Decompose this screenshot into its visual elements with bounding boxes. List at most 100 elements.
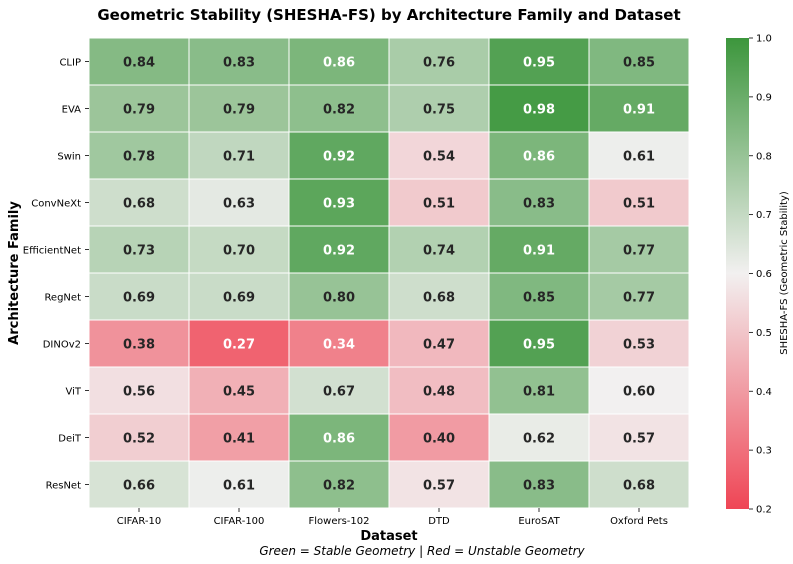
y-axis-ticks: CLIP EVA Swin ConvNeXt EfficientNet RegNet DIN… (23, 58, 89, 492)
heatmap-cell (188, 131, 290, 180)
cell-value-label: 0.61 (623, 150, 655, 165)
cell-value-label: 0.95 (523, 56, 555, 71)
heatmap-cell (588, 131, 690, 180)
cell-value-label: 0.93 (323, 197, 355, 212)
heatmap-cell (388, 225, 490, 274)
heatmap-cell (488, 225, 590, 274)
x-tick-label: Flowers-102 (309, 516, 370, 527)
y-tick-label: ResNet (46, 481, 81, 492)
cell-value-label: 0.51 (423, 197, 455, 212)
cell-value-label: 0.85 (523, 291, 555, 306)
heatmap-cell (388, 319, 490, 368)
cell-value-label: 0.45 (223, 385, 255, 400)
heatmap-cell (88, 413, 190, 462)
y-tick-label: DeiT (58, 434, 82, 445)
heatmap-cell (588, 366, 690, 415)
heatmap-cell (88, 366, 190, 415)
cell-value-label: 0.69 (223, 291, 255, 306)
cell-value-label: 0.85 (623, 56, 655, 71)
cell-value-label: 0.74 (423, 244, 455, 259)
heatmap-cell (88, 37, 190, 86)
y-tick-label: EfficientNet (23, 246, 81, 257)
cell-value-label: 0.78 (123, 150, 155, 165)
cell-value-label: 0.40 (423, 432, 455, 447)
cell-value-label: 0.79 (123, 103, 155, 118)
cell-value-label: 0.52 (123, 432, 155, 447)
cell-value-label: 0.92 (323, 244, 355, 259)
cell-value-label: 0.63 (223, 197, 255, 212)
heatmap-cell (188, 413, 290, 462)
heatmap-cell (288, 366, 390, 415)
cell-value-label: 0.60 (623, 385, 655, 400)
cell-value-label: 0.57 (623, 432, 655, 447)
x-tick-label: DTD (428, 516, 450, 527)
colorbar-tick-label: 1.0 (756, 34, 772, 45)
x-tick-label: CIFAR-100 (214, 516, 265, 527)
cell-value-label: 0.79 (223, 103, 255, 118)
cell-value-label: 0.91 (523, 244, 555, 259)
cell-value-label: 0.91 (623, 103, 655, 118)
heatmap-cell (488, 413, 590, 462)
cell-value-label: 0.86 (523, 150, 555, 165)
cell-value-label: 0.68 (123, 197, 155, 212)
heatmap-cell (188, 37, 290, 86)
cell-value-label: 0.80 (323, 291, 355, 306)
heatmap-cell (88, 178, 190, 227)
x-axis-label: Dataset (360, 529, 417, 544)
heatmap-cell (88, 272, 190, 321)
heatmap-cell (288, 413, 390, 462)
heatmap-cell (588, 413, 690, 462)
cell-value-label: 0.84 (123, 56, 155, 71)
y-axis-label: Architecture Family (7, 201, 22, 345)
heatmap-cell (188, 84, 290, 133)
x-tick-label: EuroSAT (518, 516, 560, 527)
colorbar-tick-label: 0.7 (756, 210, 772, 221)
cell-value-label: 0.81 (523, 385, 555, 400)
cell-value-label: 0.71 (223, 150, 255, 165)
cell-value-label: 0.54 (423, 150, 455, 165)
cell-value-label: 0.56 (123, 385, 155, 400)
cell-value-label: 0.47 (423, 338, 455, 353)
cell-value-label: 0.83 (223, 56, 255, 71)
heatmap-cell (88, 319, 190, 368)
cell-value-label: 0.69 (123, 291, 155, 306)
cell-value-label: 0.41 (223, 432, 255, 447)
heatmap-cell (388, 366, 490, 415)
heatmap-cell (288, 178, 390, 227)
cell-value-label: 0.98 (523, 103, 555, 118)
x-tick-label: CIFAR-10 (117, 516, 161, 527)
y-tick-label: RegNet (44, 293, 81, 304)
colorbar-tick-label: 0.6 (756, 269, 772, 280)
cell-value-label: 0.92 (323, 150, 355, 165)
cell-value-label: 0.83 (523, 197, 555, 212)
colorbar-tick-label: 0.5 (756, 328, 772, 339)
heatmap-cells: 0.84 0.83 0.86 0.76 0.95 0.85 0.79 0.79 0.82 0.75… (88, 37, 690, 509)
cell-value-label: 0.86 (323, 432, 355, 447)
colorbar-ticks: 0.2 0.3 0.4 0.5 0.6 0.7 0.8 0.9 1.0 (749, 34, 772, 516)
colorbar-tick-label: 0.9 (756, 92, 772, 103)
chart-caption: Green = Stable Geometry | Red = Unstable… (259, 544, 585, 558)
y-tick-label: ViT (65, 387, 81, 398)
x-axis-ticks: CIFAR-10 CIFAR-100 Flowers-102 DTD EuroSAT Ox… (117, 508, 668, 527)
heatmap-cell (388, 37, 490, 86)
heatmap-cell (588, 178, 690, 227)
heatmap-cell (188, 319, 290, 368)
cell-value-label: 0.61 (223, 479, 255, 494)
colorbar-tick-label: 0.4 (756, 387, 772, 398)
x-tick-label: Oxford Pets (610, 516, 668, 527)
heatmap-cell (288, 319, 390, 368)
cell-value-label: 0.48 (423, 385, 455, 400)
cell-value-label: 0.70 (223, 244, 255, 259)
cell-value-label: 0.66 (123, 479, 155, 494)
cell-value-label: 0.76 (423, 56, 455, 71)
heatmap-cell (588, 272, 690, 321)
heatmap-cell (488, 178, 590, 227)
y-tick-label: CLIP (59, 58, 81, 69)
heatmap-cell (488, 460, 590, 509)
heatmap-cell (588, 225, 690, 274)
heatmap-cell (88, 460, 190, 509)
cell-value-label: 0.77 (623, 291, 655, 306)
chart-title: Geometric Stability (SHESHA-FS) by Archi… (97, 6, 680, 24)
heatmap-cell (88, 225, 190, 274)
heatmap-cell (388, 178, 490, 227)
